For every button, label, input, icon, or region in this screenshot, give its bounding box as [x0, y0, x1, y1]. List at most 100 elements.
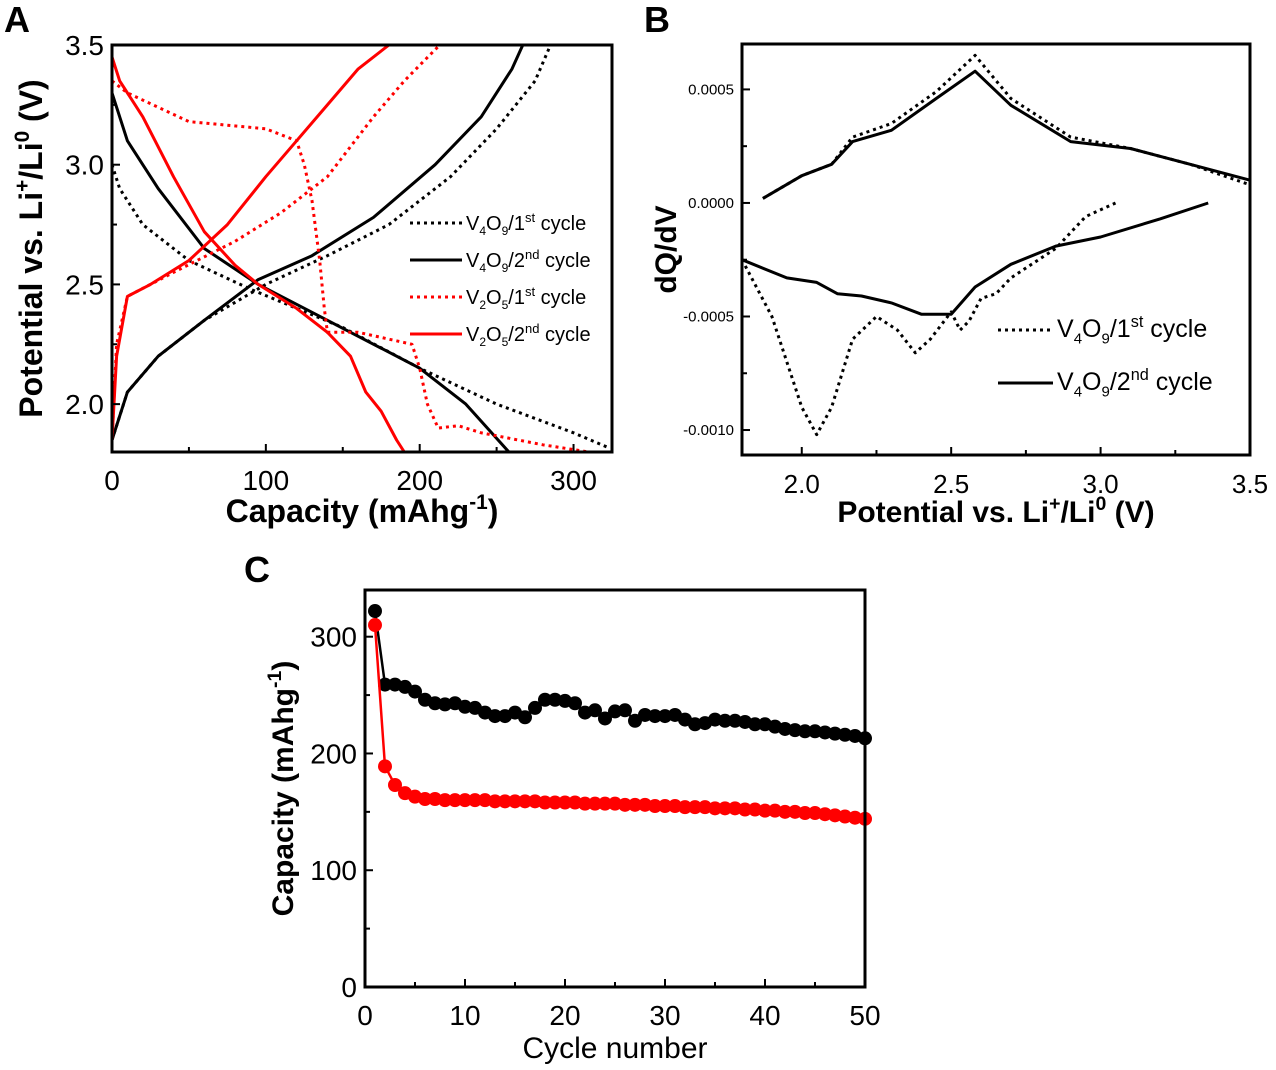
data-point-v2o5 [488, 794, 502, 809]
data-point-v2o5 [548, 795, 562, 810]
series-line-v4o9-1st-cycle-discharge [110, 164, 608, 449]
text-segment: /1 [508, 287, 525, 309]
y-tick-label: -0.0005 [683, 308, 734, 325]
legend-label: V4O9/1st cycle [466, 210, 586, 238]
text-segment: 4 [1074, 383, 1082, 400]
plot-frame [363, 588, 867, 989]
text-segment: + [11, 180, 34, 192]
text-segment: /1 [508, 213, 525, 235]
chart-b-dqdv: 2.0 2.5 3.0 3.5 -0.0010 -0.0005 0.0000 0.0005 Po… [650, 42, 1268, 529]
data-point-v2o5 [558, 795, 572, 810]
text-segment: + [1049, 493, 1060, 515]
series-line-v2o5-1st-cycle-charge [110, 43, 441, 441]
text-segment: /2 [1110, 368, 1131, 396]
legend-label: V4O9/2nd cycle [1057, 366, 1213, 400]
text-segment: /1 [1110, 315, 1131, 343]
text-segment: 2 [479, 298, 486, 312]
legend-label: V2O5/1st cycle [466, 284, 586, 312]
text-segment: O [1082, 368, 1101, 396]
text-segment: Capacity (mAhg [267, 688, 300, 916]
series-line-v4o9-2nd-cycle-charge [110, 44, 525, 441]
x-tick-label: 40 [749, 1000, 780, 1031]
text-segment: 9 [502, 261, 509, 275]
text-segment: 9 [1101, 330, 1109, 347]
series-line-v2o5-2nd-cycle-charge [110, 43, 390, 441]
plot-frame [740, 42, 1252, 457]
text-segment: /2 [508, 324, 525, 346]
y-tick-label: -0.0010 [683, 422, 734, 439]
y-tick-label: 0.0000 [688, 195, 734, 212]
data-point-v2o5 [658, 799, 672, 814]
y-tick-label: 3.5 [65, 30, 104, 61]
text-segment: V [466, 287, 480, 309]
data-point-v2o5 [618, 797, 632, 812]
data-point-v2o5 [778, 804, 792, 819]
data-point-v2o5 [678, 800, 692, 815]
x-tick-label: 2.5 [933, 469, 969, 499]
text-segment: 9 [502, 224, 509, 238]
text-segment: O [486, 324, 502, 346]
data-point-v2o5 [388, 777, 402, 792]
text-segment: st [525, 210, 536, 225]
data-point-v2o5 [648, 799, 662, 814]
data-point-v2o5 [418, 792, 432, 807]
y-axis-title: dQ/dV [650, 205, 683, 293]
text-segment: V [466, 250, 480, 272]
text-segment: /Li [13, 142, 49, 179]
data-point-v2o5 [688, 800, 702, 815]
data-point-v2o5 [508, 794, 522, 809]
data-point-v4o9 [568, 696, 582, 711]
data-point-v4o9 [408, 684, 422, 699]
text-segment: cycle [539, 250, 590, 272]
data-point-v4o9 [648, 709, 662, 724]
plot-frame [110, 43, 614, 454]
text-segment: V [1057, 368, 1074, 396]
text-segment: 0 [1095, 493, 1106, 515]
y-tick-label: 3.0 [65, 150, 104, 181]
text-segment: -1 [469, 491, 488, 514]
series-line-v4o9-1st-cycle-discharge [740, 201, 1117, 437]
text-segment: Capacity (mAhg [226, 493, 470, 529]
text-segment: 4 [479, 224, 486, 238]
legend-label: V4O9/1st cycle [1057, 313, 1207, 347]
data-point-v2o5 [498, 794, 512, 809]
text-segment: dQ/dV [650, 205, 683, 293]
data-point-v4o9 [538, 692, 552, 707]
x-tick-label: 3.5 [1232, 469, 1268, 499]
x-tick-label: 0 [357, 1000, 373, 1031]
panel-label-c: C [244, 549, 270, 590]
data-point-v4o9 [748, 717, 762, 732]
text-segment: cycle [535, 213, 586, 235]
x-tick-label: 2.0 [784, 469, 820, 499]
text-segment: (V) [1106, 496, 1154, 529]
x-tick-label: 100 [242, 465, 289, 496]
data-point-v2o5 [578, 796, 592, 811]
x-axis-title: Potential vs. Li+/Li0 (V) [837, 493, 1154, 529]
data-point-v2o5 [438, 793, 452, 808]
text-segment: Potential vs. Li [837, 496, 1049, 529]
data-point-v2o5 [708, 801, 722, 816]
series-line-v4o9-2nd-cycle-discharge [741, 201, 1209, 316]
text-segment: V [466, 213, 480, 235]
data-point-v2o5 [518, 794, 532, 809]
data-point-v2o5 [718, 801, 732, 816]
text-segment: 5 [502, 298, 509, 312]
text-segment: O [1082, 315, 1101, 343]
text-segment: (V) [13, 79, 49, 131]
text-segment: /2 [508, 250, 525, 272]
text-segment: nd [525, 247, 539, 262]
data-point-v4o9 [528, 700, 542, 715]
x-axis-title: Capacity (mAhg-1) [226, 491, 499, 529]
x-tick-label: 30 [649, 1000, 680, 1031]
text-segment: O [486, 287, 502, 309]
y-axis-title: Capacity (mAhg-1) [264, 661, 300, 917]
data-point-v2o5 [538, 795, 552, 810]
series-line-v2o5 [373, 624, 866, 821]
panel-label-b: B [644, 0, 670, 40]
series-line-v4o9-2nd-cycle-charge [762, 69, 1251, 200]
data-point-v4o9 [518, 710, 532, 725]
data-point-v4o9 [488, 709, 502, 724]
legend-label: V2O5/2nd cycle [466, 321, 591, 349]
x-tick-label: 300 [550, 465, 597, 496]
text-segment: st [1131, 313, 1144, 331]
